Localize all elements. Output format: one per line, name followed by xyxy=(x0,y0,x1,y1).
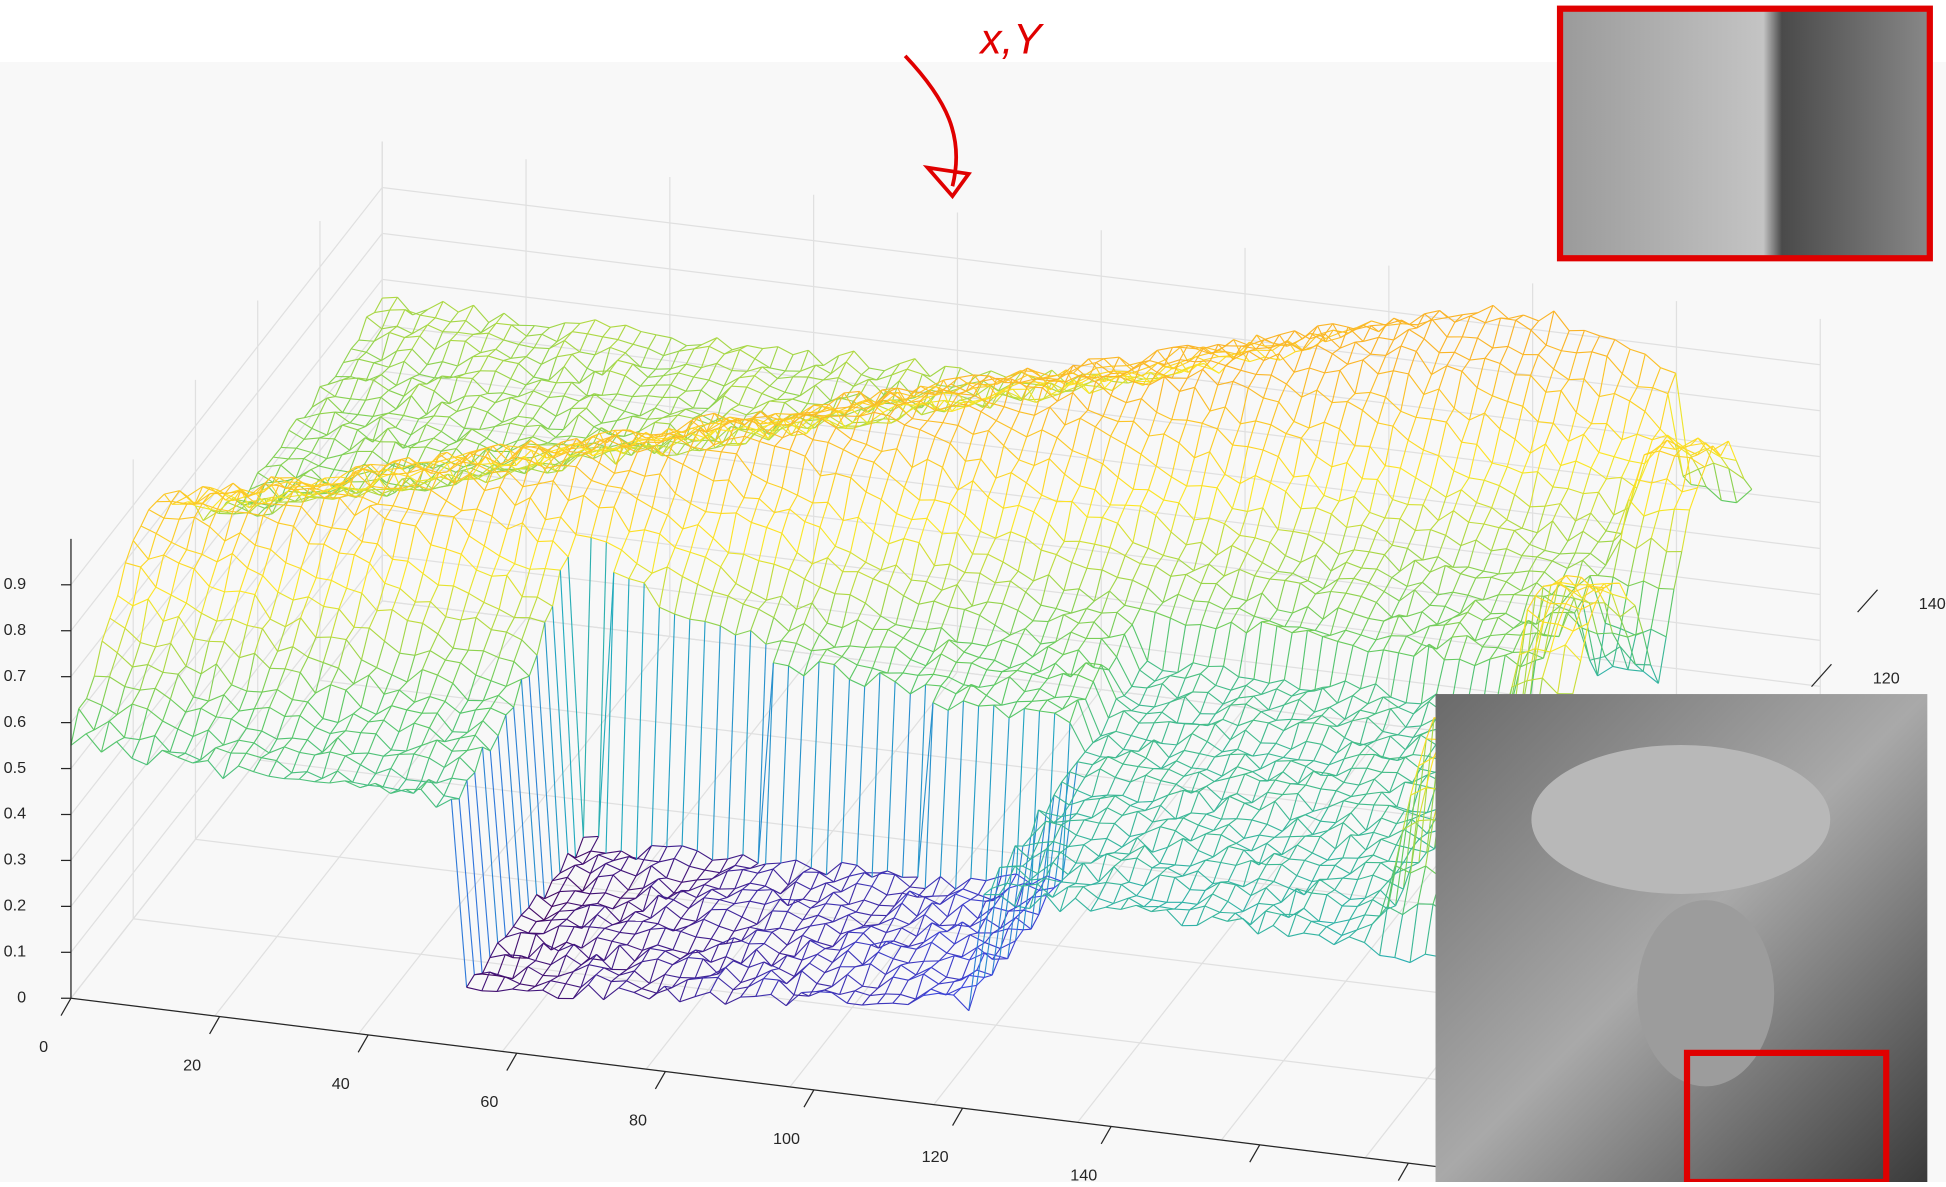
mesh-edge xyxy=(1102,612,1117,613)
mesh-edge xyxy=(791,414,799,415)
mesh-edge xyxy=(841,904,849,905)
mesh-edge xyxy=(939,931,947,932)
mesh-edge xyxy=(1023,929,1031,930)
mesh-edge xyxy=(772,911,787,912)
mesh-edge xyxy=(474,974,482,975)
mesh-edge xyxy=(692,450,700,451)
mesh-edge xyxy=(263,485,278,486)
mesh-edge xyxy=(256,503,271,504)
mesh-edge xyxy=(410,489,418,490)
mesh-edge xyxy=(538,541,553,542)
mesh-edge xyxy=(956,662,971,663)
mesh-edge xyxy=(880,673,888,674)
mesh-edge xyxy=(741,996,756,997)
mesh-edge xyxy=(411,447,426,448)
mesh-edge xyxy=(869,379,877,380)
mesh-edge xyxy=(611,981,626,982)
mesh-edge xyxy=(965,573,980,574)
mesh-edge xyxy=(335,412,343,413)
mesh-edge xyxy=(482,991,497,992)
mesh-edge xyxy=(439,472,447,473)
mesh-edge xyxy=(309,488,317,489)
page: {"axes": {"z_ticks": ["0", "0.1", "0.2",… xyxy=(0,0,1946,1182)
mesh-edge xyxy=(287,482,302,483)
mesh-edge xyxy=(844,416,859,417)
mesh-edge xyxy=(94,676,109,677)
mesh-edge xyxy=(548,429,563,430)
mesh-edge xyxy=(565,323,580,324)
mesh-edge xyxy=(1125,505,1140,506)
mesh-edge xyxy=(492,575,507,576)
mesh-edge xyxy=(530,569,545,570)
mesh-edge xyxy=(780,899,795,900)
mesh-edge xyxy=(353,753,368,754)
mesh-edge xyxy=(760,423,768,424)
mesh-edge xyxy=(452,750,467,751)
mesh-edge xyxy=(595,371,610,372)
mesh-edge xyxy=(443,332,458,333)
mesh-edge xyxy=(488,393,503,394)
mesh-edge xyxy=(285,716,300,717)
mesh-edge xyxy=(829,416,844,417)
mesh-edge xyxy=(834,892,842,893)
mesh-edge xyxy=(795,899,803,900)
mesh-edge xyxy=(1078,699,1086,700)
mesh-edge xyxy=(452,732,467,733)
mesh-edge xyxy=(1073,365,1081,366)
mesh-edge xyxy=(281,447,296,448)
screenshot: 00.10.20.30.40.50.60.70.80.9020406080100… xyxy=(0,0,1946,1182)
mesh-edge xyxy=(450,340,465,341)
mesh-edge xyxy=(865,647,880,648)
mesh-edge xyxy=(560,891,575,892)
mesh-edge xyxy=(653,440,661,441)
mesh-edge xyxy=(554,453,562,454)
mesh-edge xyxy=(1241,345,1249,346)
mesh-edge xyxy=(468,650,483,651)
mesh-edge xyxy=(536,934,544,935)
mesh-edge xyxy=(933,896,948,897)
mesh-edge xyxy=(465,395,480,396)
mesh-edge xyxy=(284,779,299,780)
mesh-edge xyxy=(775,414,790,415)
mesh-edge xyxy=(813,502,828,503)
mesh-edge xyxy=(510,397,518,398)
mesh-edge xyxy=(659,878,667,879)
mesh-edge xyxy=(325,484,333,485)
mesh-edge xyxy=(676,437,684,438)
mesh-edge xyxy=(879,905,894,906)
mesh-edge xyxy=(1172,420,1187,421)
mesh-edge xyxy=(775,425,790,426)
mesh-edge xyxy=(784,425,792,426)
mesh-edge xyxy=(1033,621,1048,622)
